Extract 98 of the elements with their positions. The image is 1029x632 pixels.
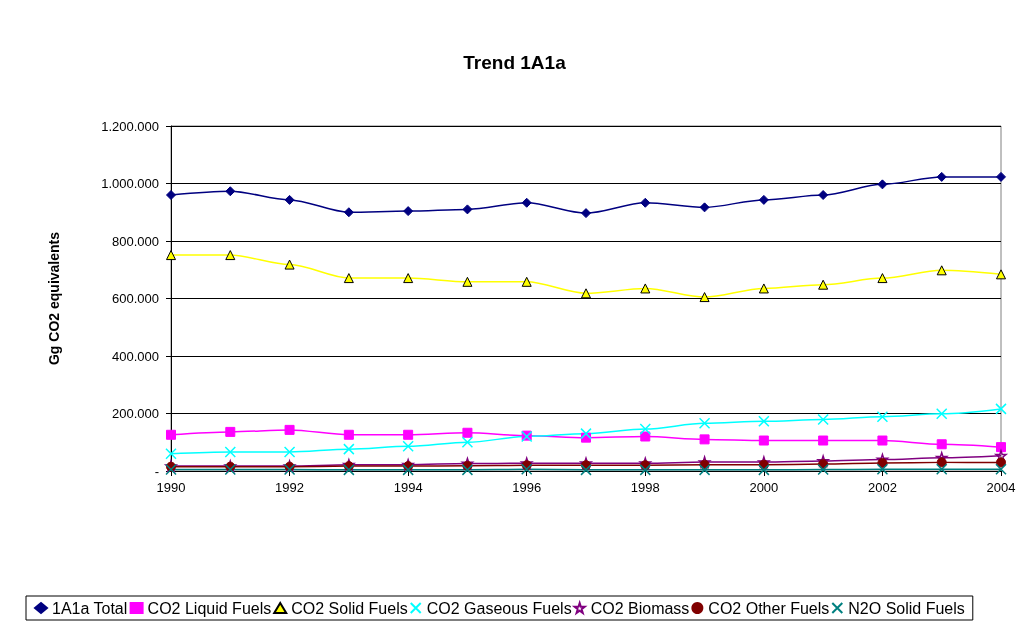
- point: [935, 463, 948, 476]
- point: [876, 410, 889, 423]
- point: [758, 464, 770, 476]
- point: [284, 194, 295, 205]
- point: [580, 464, 592, 476]
- y-tick-label: 800.000: [112, 233, 159, 249]
- x-tick-label: 1998: [630, 480, 660, 495]
- point: [343, 207, 354, 218]
- x-tick-label: 1996: [512, 480, 542, 495]
- point: [995, 403, 1007, 415]
- point: [581, 208, 591, 219]
- point: [758, 283, 769, 294]
- legend-label: N2O Solid Fuels: [848, 599, 965, 617]
- x-tick-label: 1990: [156, 480, 186, 495]
- y-tick-label: 400.000: [112, 348, 159, 364]
- point: [996, 457, 1006, 468]
- point: [165, 448, 177, 460]
- point: [521, 197, 532, 208]
- point: [818, 279, 829, 290]
- y-tick-label: -: [154, 463, 159, 479]
- point: [935, 408, 948, 420]
- point: [166, 190, 176, 200]
- chart-title: Trend 1A1a: [463, 52, 567, 73]
- point: [936, 457, 947, 468]
- point: [283, 446, 296, 458]
- x-tick-label: 2004: [986, 480, 1016, 495]
- point: [758, 415, 770, 428]
- point: [461, 464, 474, 476]
- y-tick-label: 1.200.000: [101, 118, 159, 134]
- y-axis-title: Gg CO2 equivalents: [46, 231, 62, 366]
- point: [877, 179, 888, 190]
- point: [224, 463, 237, 476]
- point: [817, 463, 829, 476]
- point: [343, 429, 354, 440]
- legend-label: CO2 Gaseous Fuels: [426, 599, 572, 617]
- point: [818, 435, 829, 446]
- point: [876, 463, 889, 476]
- y-tick-label: 1.000.000: [101, 176, 159, 191]
- point: [284, 424, 295, 435]
- point: [225, 186, 236, 197]
- point: [818, 190, 829, 200]
- point: [639, 464, 652, 476]
- x-tick-label: 1994: [393, 480, 423, 495]
- legend-label: CO2 Solid Fuels: [291, 599, 408, 617]
- point: [165, 463, 177, 476]
- point: [284, 259, 295, 270]
- point: [461, 436, 474, 448]
- point: [403, 206, 414, 217]
- point: [640, 197, 651, 208]
- point: [520, 463, 533, 476]
- legend-label: CO2 Other Fuels: [708, 599, 830, 617]
- point: [936, 171, 947, 182]
- x-tick-label: 2002: [867, 480, 897, 495]
- point: [462, 276, 473, 287]
- point: [166, 250, 176, 261]
- point: [699, 434, 710, 445]
- point: [877, 435, 888, 446]
- point: [640, 283, 651, 294]
- point: [462, 427, 473, 438]
- point: [402, 464, 414, 476]
- point: [343, 443, 355, 455]
- x-tick-label: 2000: [749, 480, 779, 495]
- point: [698, 464, 711, 476]
- legend-label: CO2 Biomass: [590, 599, 690, 617]
- point: [581, 288, 591, 299]
- point: [698, 417, 711, 430]
- legend-label: CO2 Liquid Fuels: [147, 599, 272, 617]
- legend-label: 1A1a Total: [52, 599, 128, 617]
- point: [283, 463, 296, 476]
- point: [699, 292, 710, 303]
- point: [699, 202, 710, 213]
- point: [343, 464, 355, 476]
- point: [403, 273, 414, 284]
- y-tick-label: 200.000: [112, 406, 159, 421]
- point: [758, 194, 769, 205]
- point: [166, 429, 176, 440]
- point: [462, 204, 473, 215]
- point: [225, 250, 236, 261]
- point: [995, 463, 1007, 476]
- point: [877, 273, 888, 284]
- point: [639, 423, 652, 435]
- point: [640, 431, 651, 442]
- point: [936, 439, 947, 450]
- x-tick-label: 1992: [275, 480, 305, 495]
- point: [936, 265, 947, 276]
- point: [343, 273, 354, 284]
- point: [996, 442, 1006, 453]
- point: [403, 429, 414, 440]
- point: [402, 440, 414, 453]
- point: [224, 446, 237, 458]
- point: [521, 276, 532, 287]
- point: [758, 435, 769, 446]
- point: [225, 426, 236, 437]
- y-tick-label: 600.000: [112, 291, 159, 306]
- point: [996, 269, 1006, 280]
- point: [996, 171, 1006, 182]
- point: [817, 413, 829, 426]
- point: [580, 427, 592, 440]
